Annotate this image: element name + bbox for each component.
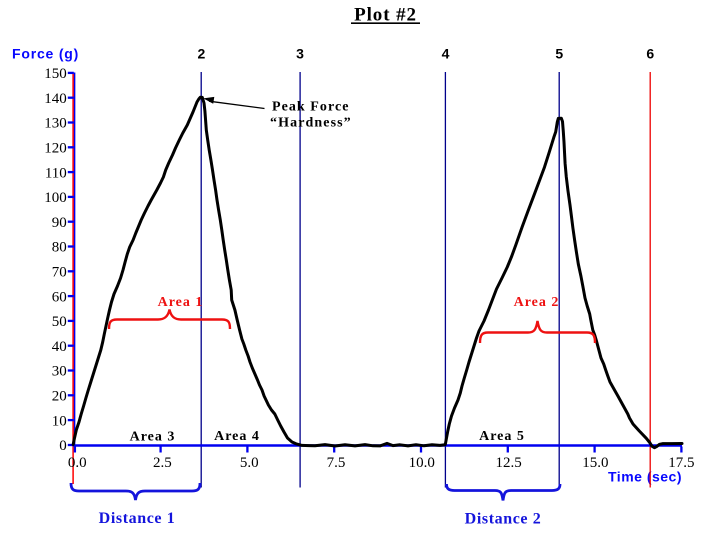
svg-text:Peak Force: Peak Force	[272, 100, 350, 115]
svg-text:2: 2	[198, 46, 206, 62]
svg-text:4: 4	[442, 46, 450, 62]
svg-text:70: 70	[52, 265, 67, 281]
svg-text:Area 4: Area 4	[214, 429, 260, 444]
svg-text:120: 120	[44, 141, 67, 157]
svg-text:12.5: 12.5	[495, 455, 521, 471]
svg-text:Area 2: Area 2	[514, 295, 560, 310]
svg-text:15.0: 15.0	[582, 455, 608, 471]
svg-text:60: 60	[52, 289, 67, 305]
svg-text:10.0: 10.0	[409, 455, 435, 471]
svg-text:0: 0	[59, 438, 67, 454]
svg-text:Area 3: Area 3	[130, 430, 176, 445]
svg-text:50: 50	[52, 314, 67, 330]
svg-text:100: 100	[44, 190, 67, 206]
svg-text:150: 150	[44, 66, 67, 82]
svg-text:10: 10	[52, 413, 67, 429]
svg-text:30: 30	[52, 364, 67, 380]
svg-text:Distance 1: Distance 1	[99, 510, 176, 527]
svg-text:Distance 2: Distance 2	[465, 511, 542, 528]
svg-text:2.5: 2.5	[153, 455, 172, 471]
svg-text:6: 6	[646, 46, 654, 62]
svg-text:5.0: 5.0	[240, 455, 259, 471]
svg-text:Area 1: Area 1	[158, 295, 204, 310]
svg-text:90: 90	[52, 215, 67, 231]
svg-text:Force (g): Force (g)	[12, 46, 79, 62]
svg-text:17.5: 17.5	[668, 455, 694, 471]
svg-text:Area 5: Area 5	[479, 429, 525, 444]
svg-text:110: 110	[45, 165, 67, 181]
svg-text:130: 130	[44, 116, 67, 132]
svg-text:0.0: 0.0	[68, 455, 87, 471]
svg-text:80: 80	[52, 240, 67, 256]
svg-text:Plot #2: Plot #2	[354, 5, 417, 26]
svg-text:7.5: 7.5	[327, 455, 346, 471]
svg-text:3: 3	[296, 46, 304, 62]
svg-text:5: 5	[555, 46, 563, 62]
svg-text:“Hardness”: “Hardness”	[270, 116, 352, 131]
svg-text:140: 140	[44, 91, 67, 107]
svg-text:Time (sec): Time (sec)	[608, 469, 682, 485]
svg-text:20: 20	[52, 389, 67, 405]
svg-text:40: 40	[52, 339, 67, 355]
